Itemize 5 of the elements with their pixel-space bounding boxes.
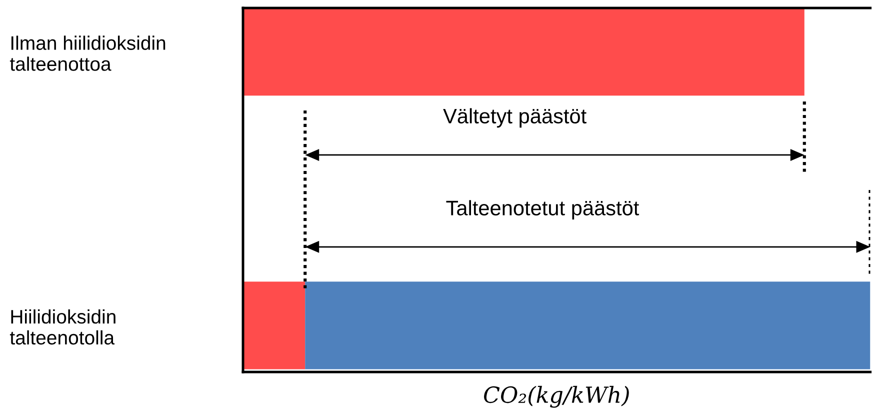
annotation: Vältetyt päästöt: [443, 108, 586, 128]
annotation: Talteenotetut päästöt: [446, 200, 640, 220]
x-axis-title: CO₂(kg/kWh): [484, 386, 629, 408]
y-tick-label: Hiilidioksidin talteenotolla: [10, 309, 116, 345]
y-tick-label: Ilman hiilidioksidin talteenottoa: [10, 36, 166, 71]
